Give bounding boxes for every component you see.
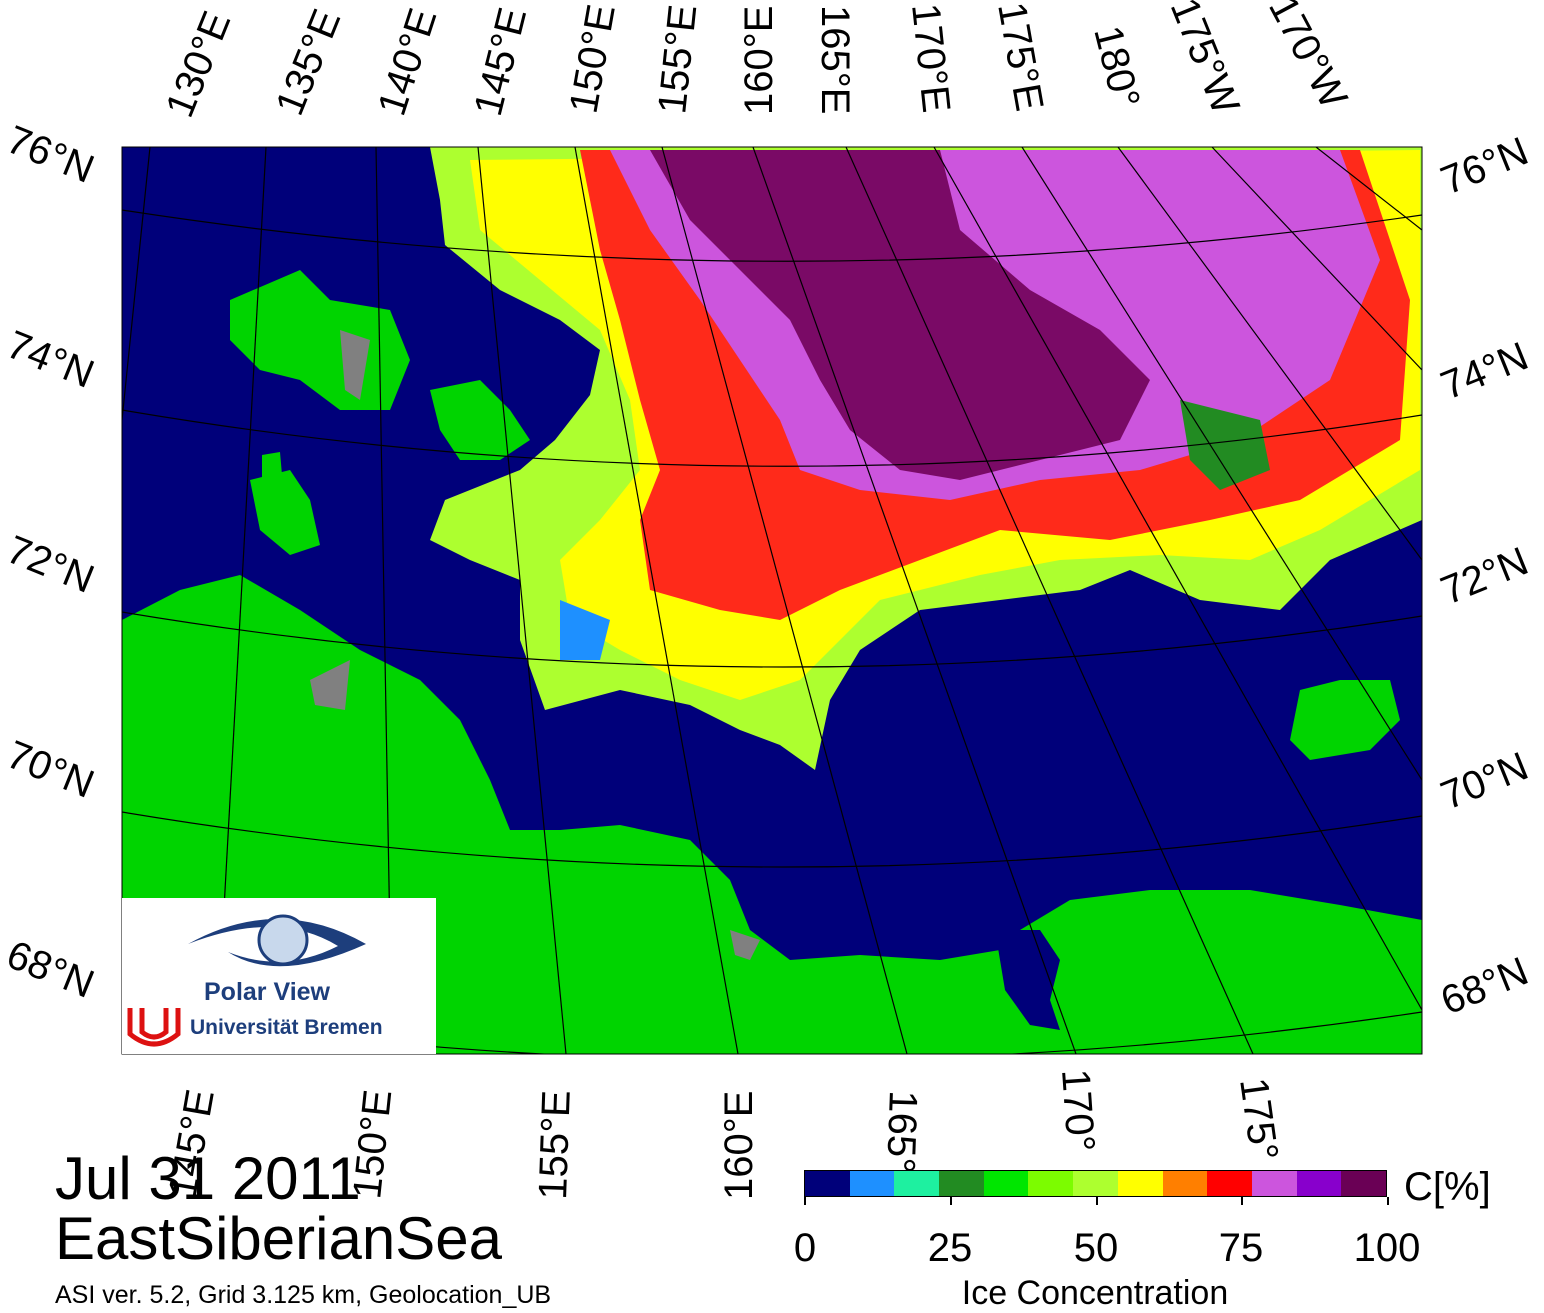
bottom-longitude-labels: 145°E 150°E 155°E 160°E 165° 170° 175° [161, 1068, 1287, 1202]
eye-icon [188, 914, 366, 967]
sea-ice-field [430, 147, 1422, 770]
lon-label: 170°W [1260, 0, 1356, 116]
colorbar-swatch [805, 1171, 850, 1196]
colorbar-tick-label: 75 [1218, 1226, 1264, 1270]
colorbar-swatch [1162, 1171, 1208, 1196]
lat-label: 76°N [1435, 129, 1534, 203]
map-info: ASI ver. 5.2, Grid 3.125 km, Geolocation… [55, 1281, 552, 1309]
lon-label: 170°E [903, 1, 958, 114]
colorbar-swatch [1117, 1171, 1163, 1196]
colorbar-tick-label: 25 [927, 1226, 973, 1270]
colorbar-swatch [1207, 1171, 1252, 1196]
lon-label: 155°E [531, 1089, 579, 1200]
map-date: Jul 31 2011 [55, 1145, 361, 1212]
university-seal-icon [127, 1008, 181, 1047]
colorbar [804, 1170, 1387, 1197]
lat-label: 70°N [1435, 744, 1534, 818]
colorbar-swatch [1251, 1171, 1297, 1196]
right-latitude-labels: 76°N 74°N 72°N 70°N 68°N [1435, 129, 1534, 1023]
colorbar-tick [1241, 1197, 1244, 1205]
lat-label: 74°N [1435, 334, 1534, 408]
lon-label: 175°E [989, 0, 1051, 114]
colorbar-swatch [849, 1171, 895, 1196]
top-longitude-labels: 130°E 135°E 140°E 145°E 150°E 155°E 160°… [158, 0, 1356, 123]
lat-label: 68°N [1435, 949, 1534, 1023]
lon-label: 170° [1053, 1068, 1103, 1154]
map-frame [121, 146, 1423, 1055]
map-region: EastSiberianSea [55, 1205, 502, 1272]
colorbar-tick [1095, 1197, 1098, 1205]
colorbar-tick [949, 1197, 952, 1205]
colorbar-tick [1387, 1197, 1389, 1205]
lat-label: 76°N [1, 118, 100, 192]
colorbar-swatch [1073, 1171, 1118, 1196]
left-latitude-labels: 76°N 74°N 72°N 70°N 68°N [1, 118, 100, 1007]
colorbar-tick-label: 50 [1073, 1226, 1119, 1270]
lon-label: 165° [878, 1090, 925, 1174]
lon-label: 160°E [737, 6, 781, 115]
colorbar-tick [804, 1197, 806, 1205]
colorbar-swatch [939, 1171, 984, 1196]
graticule-meridians [122, 147, 1422, 1054]
lat-label: 72°N [1, 528, 100, 602]
lat-label: 74°N [1, 323, 100, 397]
polar-view-logo: Polar View Universität Bremen [122, 898, 436, 1054]
colorbar-swatch [1341, 1171, 1386, 1196]
lat-label: 70°N [1, 733, 100, 807]
colorbar-tick-label: 0 [793, 1226, 817, 1270]
lon-label: 145°E [466, 3, 535, 120]
colorbar-tick-label: 100 [1353, 1226, 1421, 1270]
lat-label: 68°N [1, 933, 100, 1007]
lon-label: 155°E [650, 3, 705, 116]
lon-label: 160°E [717, 1091, 761, 1200]
colorbar-swatch [1296, 1171, 1342, 1196]
logo-institution: Universität Bremen [190, 1016, 383, 1039]
colorbar-swatch [983, 1171, 1029, 1196]
lon-label: 180° [1085, 22, 1148, 113]
lon-label: 140°E [370, 3, 446, 121]
colorbar-ticks [804, 1197, 1389, 1207]
colorbar-title: Ice Concentration [961, 1274, 1229, 1312]
colorbar-unit: C[%] [1404, 1165, 1491, 1209]
lon-label: 175°W [1162, 0, 1248, 120]
colorbar-swatch [1028, 1171, 1074, 1196]
lat-label: 72°N [1435, 539, 1534, 613]
lon-label: 135°E [268, 3, 350, 121]
lon-label: 150°E [562, 1, 624, 116]
land [122, 270, 1422, 1054]
logo-name: Polar View [204, 978, 330, 1006]
lon-label: 130°E [158, 5, 240, 123]
lon-label: 165°E [813, 5, 857, 114]
colorbar-swatch [894, 1171, 940, 1196]
lon-label: 175° [1231, 1075, 1286, 1163]
